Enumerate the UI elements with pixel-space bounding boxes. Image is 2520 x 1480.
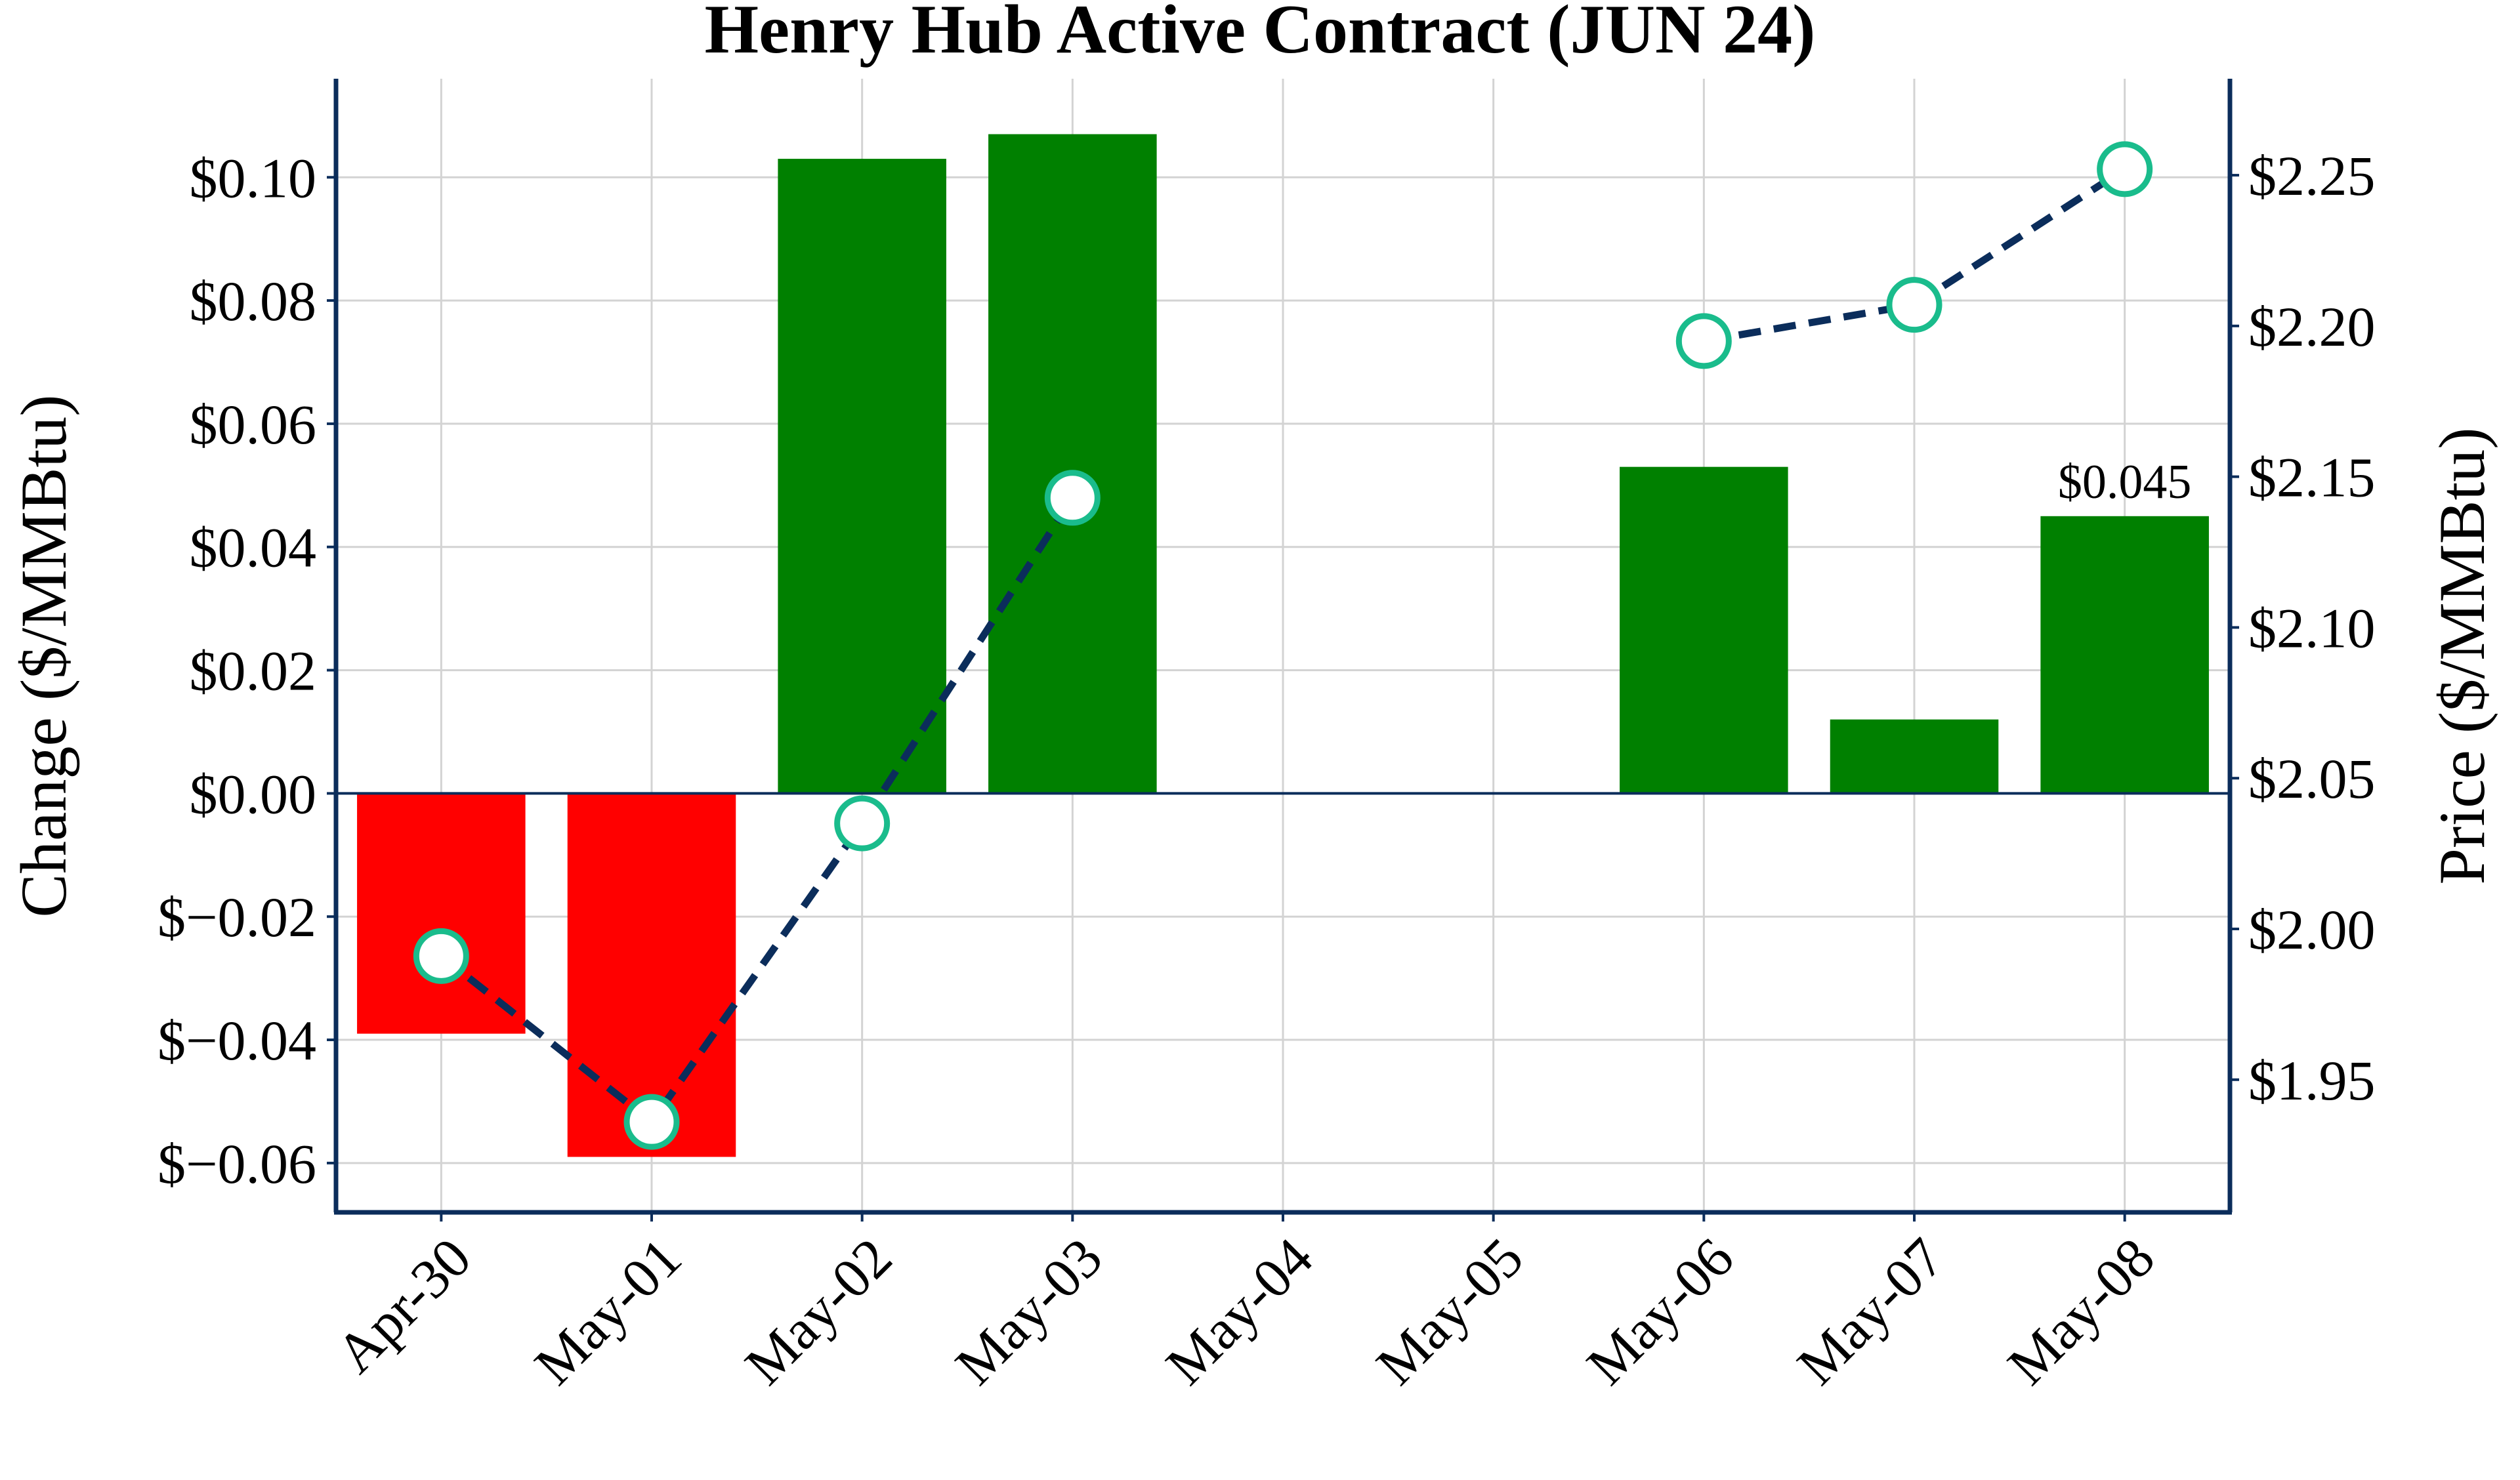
right-tick-label: $1.95 — [2248, 1049, 2376, 1112]
right-tick-label: $2.25 — [2248, 144, 2376, 207]
left-tick-label: $0.00 — [190, 762, 317, 825]
price-marker-apr-30 — [413, 928, 469, 984]
x-axis-ticks: Apr-30 May-01 May-02 May-03 May-04 May-05 May-… — [324, 1212, 2166, 1397]
left-tick-label: $−0.06 — [158, 1132, 316, 1195]
bar-may-03 — [988, 134, 1157, 794]
right-tick-label: $2.20 — [2248, 295, 2376, 358]
bar-may-08 — [2040, 516, 2209, 794]
bar-may-06 — [1620, 466, 1788, 794]
x-tick-label-may-06: May-06 — [1574, 1226, 1745, 1397]
bar-apr-30 — [357, 793, 526, 1034]
x-tick-label-may-04: May-04 — [1154, 1226, 1324, 1397]
x-tick-label-may-01: May-01 — [522, 1226, 693, 1397]
right-axis-ticks: $1.95 $2.00 $2.05 $2.10 $2.15 $2.20 $2.25 — [2230, 144, 2376, 1112]
left-tick-label: $0.04 — [190, 516, 317, 579]
x-tick-label-apr-30: Apr-30 — [324, 1226, 482, 1385]
left-tick-label: $−0.04 — [158, 1009, 316, 1072]
x-tick-label-may-05: May-05 — [1364, 1226, 1535, 1397]
x-tick-label-may-07: May-07 — [1785, 1226, 1956, 1397]
price-marker-may-07 — [1886, 277, 1942, 333]
price-marker-may-02 — [834, 795, 891, 852]
left-tick-label: $−0.02 — [158, 886, 316, 949]
left-axis-title: Change ($/MMBtu) — [7, 394, 80, 917]
left-tick-label: $0.06 — [190, 393, 317, 456]
price-marker-may-01 — [623, 1094, 680, 1150]
chart-title: Henry Hub Active Contract (JUN 24) — [705, 0, 1816, 68]
right-tick-label: $2.15 — [2248, 446, 2376, 509]
left-tick-label: $0.02 — [190, 640, 317, 703]
bar-may-07 — [1830, 719, 1999, 794]
price-marker-may-08 — [2097, 141, 2153, 197]
bar-may-02 — [778, 159, 946, 794]
annotations: $0.045 — [2058, 455, 2192, 509]
right-tick-label: $2.05 — [2248, 747, 2376, 810]
left-tick-label: $0.08 — [190, 270, 317, 333]
price-markers — [413, 141, 2153, 1150]
x-tick-label-may-03: May-03 — [943, 1226, 1114, 1397]
price-marker-may-03 — [1044, 470, 1101, 526]
price-line-segment — [438, 495, 1076, 1126]
price-marker-may-06 — [1675, 313, 1732, 369]
x-tick-label-may-08: May-08 — [1996, 1226, 2166, 1397]
right-tick-label: $2.10 — [2248, 596, 2376, 659]
right-tick-label: $2.00 — [2248, 898, 2376, 961]
bar-value-label: $0.045 — [2058, 455, 2192, 509]
left-axis-ticks: $−0.06 $−0.04 $−0.02 $0.00 $0.02 $0.04 $0.06 $0… — [158, 146, 336, 1195]
x-tick-label-may-02: May-02 — [733, 1226, 904, 1397]
right-axis-title: Price ($/MMBtu) — [2426, 427, 2498, 884]
left-tick-label: $0.10 — [190, 146, 317, 209]
